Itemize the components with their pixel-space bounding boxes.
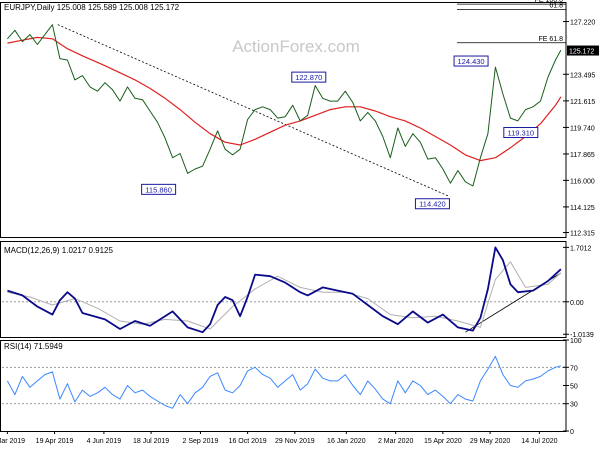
rsi-tick-label: 70 [570,365,578,372]
price-level-label-box [453,55,489,67]
price-panel-frame [0,2,567,238]
rsi-line [6,355,562,409]
price-tick-label: 123.495 [570,72,595,79]
price-panel-title: EURJPY,Daily 125.008 125.589 125.008 125… [4,3,180,12]
watermark: ActionForex.com [232,37,360,56]
x-tick-label: 2 Sep 2019 [183,438,219,445]
price-tick-label: 114.125 [570,205,595,212]
moving-average-line [7,36,562,162]
rsi-panel-frame [0,340,567,432]
x-tick-label: 19 Apr 2019 [36,438,74,445]
rsi-tick-label: 0 [570,429,574,436]
fib-label: 61.8 [549,2,563,9]
x-tick-label: 29 May 2020 [470,438,511,445]
rsi-tick-label: 100 [570,338,582,345]
fib-label: FE 61.8 [538,36,563,43]
price-level-label: 124.430 [457,57,484,66]
price-tick-label: 117.865 [570,152,595,159]
price-level-label-box [141,183,177,195]
x-tick-label: 15 Apr 2020 [424,438,462,445]
macd-tick-label: 1.7012 [570,245,592,252]
macd-tick-label: 0.00 [570,300,584,307]
macd-line [7,246,562,334]
macd-tick-label: -1.0139 [570,332,594,339]
x-tick-label: 18 Jul 2019 [133,438,169,445]
last-price-box [567,45,599,56]
price-level-label: 119.310 [508,129,535,138]
x-tick-label: 2 Mar 2020 [378,438,414,445]
fib-label: FE 100.0 [535,0,564,4]
price-tick-label: 121.615 [570,99,595,106]
price-tick-label: 119.740 [570,125,595,132]
x-tick-label: 6 Mar 2019 [0,438,25,445]
price-level-label: 122.870 [295,73,322,82]
price-level-label: 114.420 [419,200,446,209]
macd-signal-line [7,261,562,330]
price-tick-label: 112.315 [570,231,595,238]
price-tick-label: 116.000 [570,178,595,185]
price-level-label-box [503,127,539,139]
price-tick-label: 127.220 [570,20,595,27]
price-level-label: 115.860 [145,185,172,194]
price-level-label-box [291,71,327,83]
rsi-panel-title: RSI(14) 71.5949 [4,342,63,351]
price-trendline [57,24,449,197]
last-price-label: 125.172 [569,49,594,56]
rsi-tick-label: 50 [570,384,578,391]
x-tick-label: 14 Jul 2020 [521,438,557,445]
price-level-label-box [414,198,450,210]
x-tick-label: 16 Jan 2020 [327,438,366,445]
rsi-tick-label: 30 [570,402,578,409]
macd-panel-title: MACD(12,26,9) 1.0217 0.9125 [4,246,114,255]
x-tick-label: 16 Oct 2019 [229,438,267,445]
price-line [7,24,562,187]
macd-panel-frame [0,241,567,338]
x-tick-label: 4 Jun 2019 [87,438,122,445]
x-tick-label: 29 Nov 2019 [275,438,315,445]
